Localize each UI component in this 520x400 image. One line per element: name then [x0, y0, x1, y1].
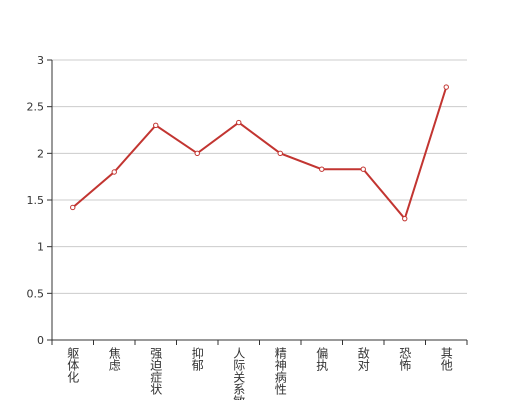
point	[194, 150, 200, 157]
point	[443, 84, 449, 90]
x-tick-label: 敌对	[356, 346, 370, 371]
x-tick-label: 强迫症状	[149, 347, 163, 395]
x-tick-label: 偏执	[315, 346, 329, 372]
x-tick-label: 人际关系敏感	[232, 347, 246, 400]
point	[153, 122, 159, 129]
x-tick-label: 躯体化	[66, 346, 80, 384]
point	[111, 169, 117, 175]
y-tick-label: 1.5	[27, 194, 45, 207]
x-tick-label: 其他	[439, 347, 453, 371]
y-tick-label: 2	[37, 147, 44, 160]
x-tick-label: 精神病性	[273, 347, 287, 396]
y-tick-label: 0.5	[27, 287, 45, 300]
y-tick-label: 0	[37, 334, 44, 347]
point	[319, 166, 325, 172]
line	[72, 86, 448, 221]
x-tick-label: 恐怖	[398, 347, 412, 371]
y-tick-label: 3	[37, 54, 44, 67]
x-tick-label: 焦虑	[107, 347, 121, 371]
point	[277, 150, 283, 157]
point	[70, 204, 76, 211]
x-tick-label: 抑郁	[190, 346, 204, 372]
y-tick-label: 1	[37, 241, 44, 254]
point	[402, 215, 408, 222]
point	[360, 166, 366, 172]
point	[236, 119, 242, 126]
y-tick-label: 2.5	[27, 101, 45, 114]
